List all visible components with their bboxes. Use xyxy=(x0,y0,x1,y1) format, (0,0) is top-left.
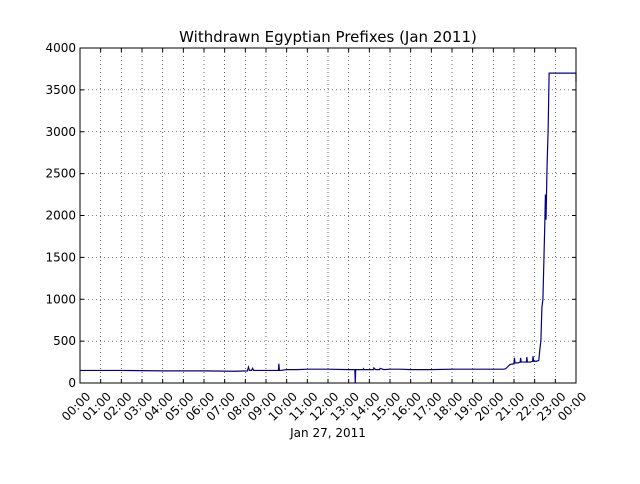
y-tick-label: 1000 xyxy=(45,292,76,306)
series-line xyxy=(80,72,577,384)
chart-title: Withdrawn Egyptian Prefixes (Jan 2011) xyxy=(179,28,477,46)
y-tick-label: 0 xyxy=(68,376,76,390)
y-tick-label: 4000 xyxy=(45,41,76,55)
y-tick-label: 2000 xyxy=(45,209,76,223)
x-axis-label: Jan 27, 2011 xyxy=(289,426,366,440)
y-tick-label: 2500 xyxy=(45,167,76,181)
y-tick-label: 3000 xyxy=(45,125,76,139)
y-tick-label: 500 xyxy=(53,334,76,348)
y-tick-label: 3500 xyxy=(45,83,76,97)
series-layer xyxy=(80,72,577,384)
y-tick-label: 1500 xyxy=(45,250,76,264)
grid xyxy=(80,48,576,383)
